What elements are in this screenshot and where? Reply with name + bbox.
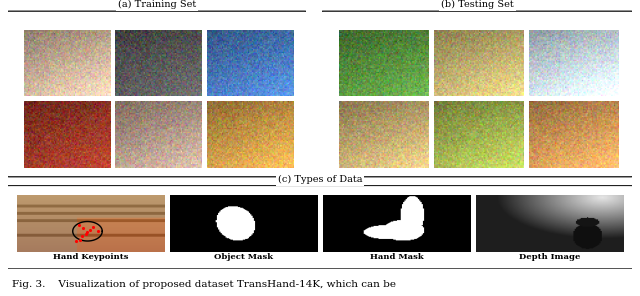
FancyBboxPatch shape (1, 185, 639, 269)
FancyBboxPatch shape (4, 11, 309, 177)
Text: (a) Training Set: (a) Training Set (118, 0, 196, 9)
FancyBboxPatch shape (319, 11, 636, 177)
Text: Depth Image: Depth Image (519, 253, 580, 261)
Text: (b) Testing Set: (b) Testing Set (441, 0, 513, 9)
Text: Hand Mask: Hand Mask (370, 253, 424, 261)
Text: Fig. 3.    Visualization of proposed dataset TransHand-14K, which can be: Fig. 3. Visualization of proposed datase… (12, 280, 396, 289)
Text: Hand Keypoints: Hand Keypoints (52, 253, 128, 261)
Text: Object Mask: Object Mask (214, 253, 273, 261)
Text: (c) Types of Data: (c) Types of Data (278, 175, 362, 184)
